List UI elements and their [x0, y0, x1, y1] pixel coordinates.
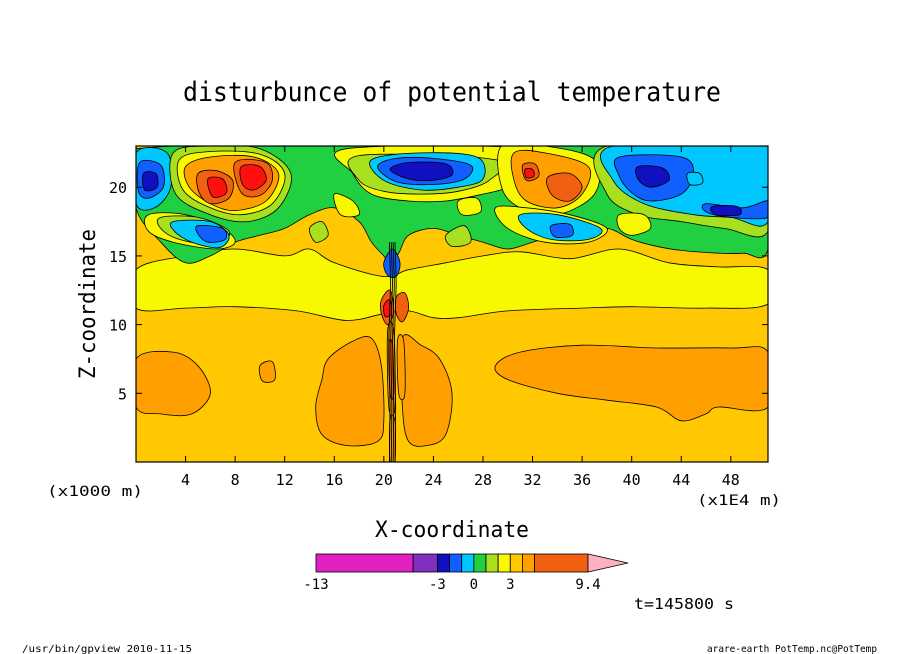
contour-region: [195, 225, 228, 243]
x-tick-label: 24: [424, 471, 442, 489]
y-tick-label: 5: [118, 385, 127, 403]
x-tick-label: 20: [375, 471, 393, 489]
footer-left: /usr/bin/gpview 2010-11-15: [22, 644, 192, 654]
x-axis-ticks: 4 8 12 16 20 24 28 32 36 40 44 48: [181, 146, 740, 489]
colorbar-label: -13: [303, 577, 328, 593]
colorbar-label: 3: [506, 577, 514, 593]
colorbar-label: 0: [470, 577, 478, 593]
colorbar-box: [485, 553, 499, 573]
colorbar-arrow: [587, 553, 629, 573]
contour-region: [308, 221, 329, 243]
y-tick-label: 20: [109, 179, 127, 197]
plot-area: [135, 145, 769, 463]
stripe-line: [392, 242, 395, 462]
x-tick-label: 48: [722, 471, 740, 489]
x-tick-label: 16: [325, 471, 343, 489]
contour-region: [396, 334, 406, 401]
contour-region: [394, 292, 410, 323]
vertical-stripe-lines: [388, 242, 397, 462]
contour-region: [549, 223, 574, 238]
x-unit-label: (x1E4 m): [697, 493, 781, 509]
y-tick-label: 15: [109, 248, 127, 266]
colorbar-labels: -13 -3 0 3 9.4: [303, 577, 600, 593]
x-axis-label: X-coordinate: [375, 518, 529, 543]
colorbar-box: [461, 553, 475, 573]
colorbar-box: [412, 553, 438, 573]
colorbar-box: [437, 553, 450, 573]
x-tick-label: 28: [474, 471, 492, 489]
x-tick-label: 44: [672, 471, 690, 489]
colorbar-label: 9.4: [575, 577, 600, 593]
contour-region: [710, 205, 742, 217]
contour-layer: [136, 146, 768, 462]
contour-region: [616, 212, 652, 236]
contour-region: [444, 225, 472, 248]
contour-region: [333, 193, 360, 218]
y-axis-label: Z-coordinate: [76, 229, 101, 379]
contour-region: [239, 164, 267, 191]
contour-region: [315, 336, 385, 447]
contour-region: [389, 161, 454, 182]
colorbar-label: -3: [429, 577, 446, 593]
chart-title: disturbunce of potential temperature: [183, 77, 721, 108]
colorbar-box: [473, 553, 487, 573]
colorbar-box: [522, 553, 535, 573]
x-tick-label: 40: [623, 471, 641, 489]
contour-region: [456, 197, 482, 216]
contour-region: [136, 248, 768, 321]
colorbar: [315, 553, 629, 573]
x-tick-label: 12: [276, 471, 294, 489]
contour-region: [494, 344, 768, 422]
y-tick-label: 10: [109, 317, 127, 335]
y-axis-ticks: 5 10 15 20: [109, 179, 768, 403]
colorbar-box: [449, 553, 463, 573]
contour-region: [635, 165, 670, 188]
plot-frame: [135, 145, 769, 463]
contour-region: [207, 176, 228, 198]
x-tick-label: 32: [524, 471, 542, 489]
stripe-line: [390, 242, 393, 462]
contour-region: [136, 350, 211, 417]
contour-region: [546, 172, 583, 202]
stripe-line: [393, 242, 397, 462]
contour-region: [142, 171, 159, 192]
contour-region: [524, 168, 535, 179]
colorbar-box: [497, 553, 511, 573]
x-tick-label: 8: [231, 471, 240, 489]
stripe-line: [388, 242, 392, 462]
contour-region: [400, 334, 453, 447]
colorbar-box: [509, 553, 523, 573]
footer-right: arare-earth_PotTemp.nc@PotTemp: [707, 644, 877, 654]
x-tick-label: 36: [573, 471, 591, 489]
colorbar-box: [315, 553, 414, 573]
contour-region: [258, 360, 276, 383]
contour-region: [686, 171, 704, 186]
y-unit-label: (x1000 m): [47, 484, 143, 500]
time-label: t=145800 s: [634, 595, 734, 613]
colorbar-box: [534, 553, 589, 573]
x-tick-label: 4: [181, 471, 190, 489]
